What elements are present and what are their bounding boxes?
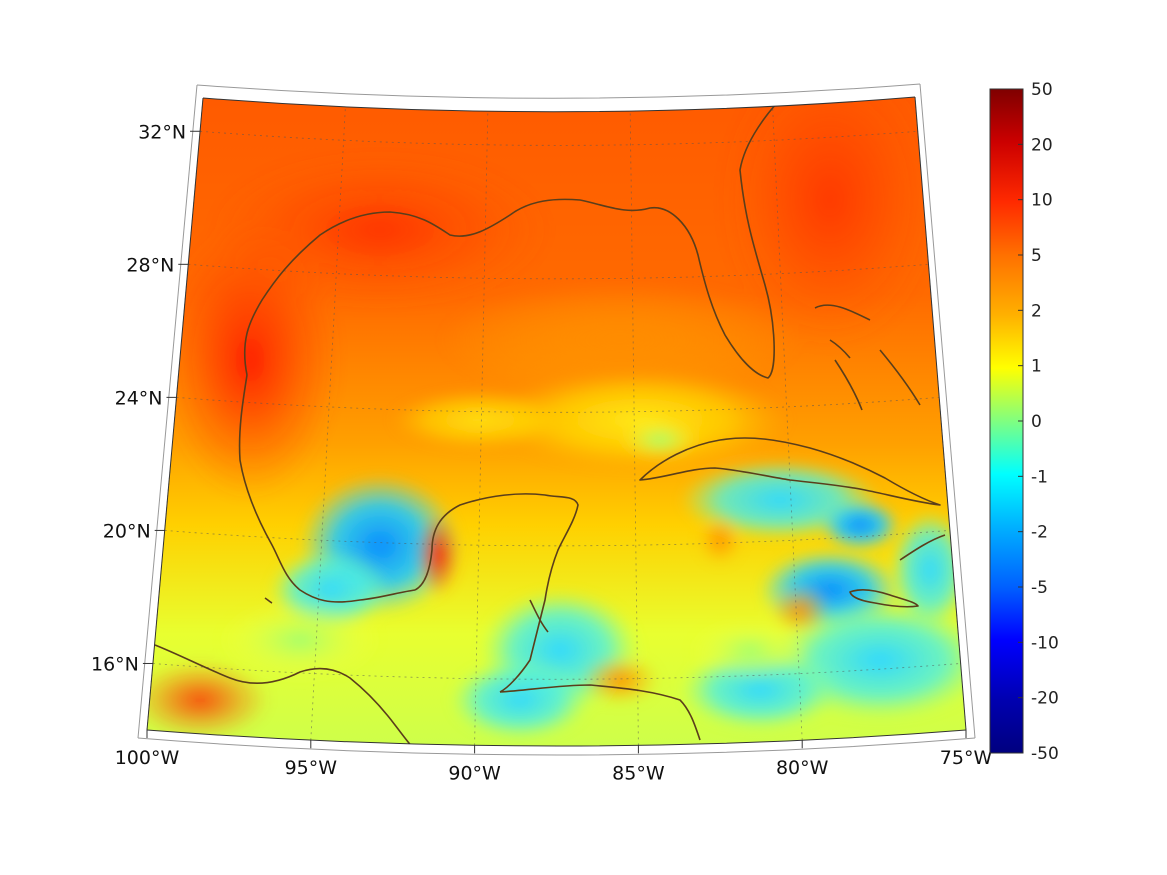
colorbar-tick-label: 2 [1031,301,1042,321]
meridian-line [772,106,803,741]
lon-tick-label: 80°W [776,757,829,779]
lon-tick-label: 85°W [612,762,665,784]
meridian-line [629,111,639,746]
colorbar-tick-label: -5 [1031,578,1048,598]
lon-tick-labels: 100°W 95°W 90°W 85°W 80°W 75°W [115,730,993,784]
colorbar-tick-label: -20 [1031,689,1059,709]
coast-islands [264,597,549,633]
colorbar-tick-label: 20 [1031,135,1053,155]
coast-yucatan [414,493,579,693]
colorbar-tick-label: -50 [1031,744,1059,764]
coast-bahamas [814,304,921,411]
coastlines [154,99,946,746]
colorbar-tick-label: 1 [1031,357,1042,377]
colorbar-tick-label: 50 [1031,80,1053,100]
lat-tick-label: 16°N [91,654,139,676]
parallel-line [164,530,950,547]
colorbar-tick-label: -10 [1031,633,1059,653]
lat-tick-label: 20°N [103,520,151,542]
lat-tick-label: 28°N [126,254,174,276]
coast-us-gulf [243,99,781,379]
parallel-line [176,397,940,413]
coast-jamaica [849,589,919,608]
data-field [147,97,966,746]
colorbar-tick-label: 10 [1031,191,1053,211]
lon-tick-label: 100°W [115,747,180,769]
colorbar-gradient [989,88,1024,754]
lon-tick-label: 75°W [940,747,993,769]
lon-tick-label: 90°W [448,762,501,784]
meridian-line [310,106,346,741]
lon-tick-label: 95°W [285,757,338,779]
coast-cuba [639,437,941,506]
lat-tick-labels: 16°N 20°N 24°N 28°N 32°N [91,121,201,676]
meridian-line [474,111,489,746]
lat-tick-label: 32°N [138,121,186,143]
colorbar-tick-label: 5 [1031,246,1042,266]
parallel-line [152,663,961,680]
lat-tick-label: 24°N [115,387,163,409]
coast-pacific [154,644,416,746]
colorbar-tick-label: -2 [1031,523,1048,543]
coast-central-america [499,684,701,741]
colorbar-tick-label: 0 [1031,412,1042,432]
colorbar-tick-label: -1 [1031,467,1048,487]
map-frame [137,83,976,756]
coast-hispaniola [899,534,946,561]
coast-mexico-east [238,374,416,603]
